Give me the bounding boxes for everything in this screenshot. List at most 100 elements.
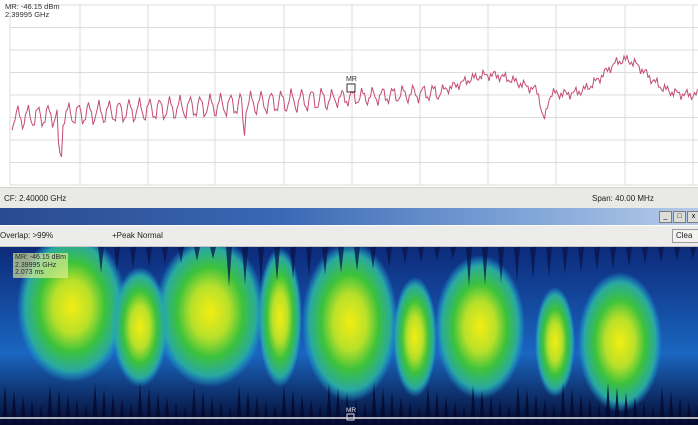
spectrogram-spike bbox=[200, 391, 206, 425]
spectrogram-spike bbox=[578, 393, 584, 425]
spectrogram-spike-top bbox=[386, 247, 392, 267]
spectrogram-spike-top bbox=[658, 247, 664, 263]
spectrogram-marker-box[interactable] bbox=[346, 413, 355, 421]
spectrogram-spike bbox=[236, 385, 242, 425]
spectrogram-plot[interactable]: MR bbox=[0, 247, 698, 425]
spectrogram-spike bbox=[380, 387, 386, 425]
marker-label: MR bbox=[346, 76, 357, 83]
spectrogram-spike bbox=[695, 406, 698, 425]
span-readout[interactable]: Span: 40.00 MHz bbox=[592, 194, 654, 203]
spectrogram-blob bbox=[435, 255, 525, 399]
spectrogram-spike bbox=[452, 401, 458, 425]
spectrogram-spike bbox=[182, 407, 188, 425]
spectrogram-spike-top bbox=[466, 247, 472, 287]
spectrogram-blob bbox=[535, 287, 575, 397]
spectrogram-spike-top bbox=[674, 247, 680, 261]
spectrogram-spike bbox=[92, 383, 98, 425]
spectrogram-spike-top bbox=[642, 247, 648, 265]
spectrogram-spike bbox=[434, 391, 440, 425]
spectrum-trace bbox=[11, 53, 698, 158]
spectrogram-spike bbox=[362, 403, 368, 425]
spectrogram-spike bbox=[191, 386, 197, 425]
spectrogram-spike bbox=[101, 388, 107, 425]
spectrogram-spike bbox=[551, 404, 557, 425]
spectrogram-spike bbox=[155, 392, 161, 425]
spectrogram-spike bbox=[686, 401, 692, 425]
spectrogram-spike bbox=[326, 383, 332, 425]
restore-button[interactable]: □ bbox=[673, 211, 686, 223]
spectrum-plot[interactable]: MR MR: -46.15 dBm 2.39995 GHz bbox=[0, 0, 698, 187]
spectrogram-spike bbox=[38, 405, 44, 425]
spectrogram-spike-top bbox=[354, 247, 360, 271]
spectrogram-bands bbox=[17, 247, 662, 412]
marker-box[interactable] bbox=[346, 83, 356, 93]
spectrogram-spike-top bbox=[610, 247, 616, 269]
window-title-bar[interactable]: _ □ x bbox=[0, 208, 698, 225]
spectrogram-spike-top bbox=[114, 247, 120, 271]
spectrogram-spike bbox=[614, 387, 620, 425]
sg-marker-level: MR: -46.15 dBm bbox=[15, 254, 66, 261]
spectrogram-spike bbox=[650, 407, 656, 425]
spectrum-grid bbox=[9, 4, 698, 186]
sg-marker-time: 2.073 ms bbox=[15, 269, 44, 276]
spectrogram-spike bbox=[668, 391, 674, 425]
spectrogram-marker-readout: MR: -46.15 dBm 2.39995 GHz 2.073 ms bbox=[13, 253, 68, 278]
spectrogram-spike bbox=[83, 404, 89, 425]
spectrogram-spike bbox=[569, 388, 575, 425]
spectrogram-spike bbox=[317, 404, 323, 425]
spectrogram-spike-top bbox=[178, 247, 184, 263]
spectrogram-spike bbox=[407, 402, 413, 425]
spectrogram-spike bbox=[173, 402, 179, 425]
spectrogram-spike bbox=[389, 392, 395, 425]
status-bar: CF: 2.40000 GHz Span: 40.00 MHz bbox=[0, 187, 698, 209]
spectrogram-spike bbox=[47, 384, 53, 425]
spectrogram-spike bbox=[146, 387, 152, 425]
spectrogram-spike bbox=[659, 386, 665, 425]
spectrogram-spike-top bbox=[98, 247, 104, 273]
spectrogram-spike bbox=[272, 405, 278, 425]
spectrogram-spike-top bbox=[322, 247, 328, 275]
spectrogram-spike-top bbox=[626, 247, 632, 267]
spectrogram-spike bbox=[371, 382, 377, 425]
spectrogram-spike bbox=[290, 389, 296, 425]
spectrogram-spike bbox=[461, 406, 467, 425]
spectrogram-spike bbox=[2, 385, 8, 425]
spectrogram-blob bbox=[302, 247, 398, 402]
spectrogram-spike-top bbox=[226, 247, 232, 287]
spectrogram-spike bbox=[470, 385, 476, 425]
spectrogram-spike-top bbox=[274, 247, 280, 281]
spectrogram-spike bbox=[425, 386, 431, 425]
spectrogram-spike bbox=[281, 384, 287, 425]
center-frequency[interactable]: CF: 2.40000 GHz bbox=[4, 194, 67, 203]
spectrogram-spike-top bbox=[306, 247, 312, 277]
spectrogram-toolbar: Overlap: >99% +Peak Normal Clea bbox=[0, 226, 698, 247]
spectrogram-blob bbox=[393, 277, 437, 397]
spectrogram-spike bbox=[11, 390, 17, 425]
spectrogram-spike bbox=[227, 406, 233, 425]
spectrogram-spike bbox=[506, 405, 512, 425]
spectrogram-spike-top bbox=[498, 247, 504, 283]
spectrogram-spike bbox=[245, 390, 251, 425]
spectrogram-spike-top bbox=[290, 247, 296, 279]
spectrogram-spike bbox=[623, 392, 629, 425]
spectrum-graph[interactable]: MR bbox=[0, 0, 698, 187]
spectrogram-spike bbox=[560, 383, 566, 425]
spectrogram-spikes bbox=[2, 247, 698, 425]
spectrogram-spike-top bbox=[530, 247, 536, 279]
close-button[interactable]: x bbox=[687, 211, 698, 223]
clear-button[interactable]: Clea bbox=[672, 229, 698, 243]
spectrogram-spike-top bbox=[242, 247, 248, 285]
spectrogram-spike-top bbox=[562, 247, 568, 275]
minimize-button[interactable]: _ bbox=[659, 211, 672, 223]
spectrogram-spike-top bbox=[370, 247, 376, 269]
spectrogram-spike-top bbox=[402, 247, 408, 265]
spectrogram-spike bbox=[218, 401, 224, 425]
spectrogram-spike-top bbox=[146, 247, 152, 267]
spectrogram-spike-top bbox=[546, 247, 552, 277]
spectrogram-spike bbox=[344, 393, 350, 425]
spectrogram-spike bbox=[335, 388, 341, 425]
trace-mode[interactable]: +Peak Normal bbox=[112, 231, 163, 240]
spectrogram-blob bbox=[578, 272, 662, 412]
spectrogram-spike bbox=[605, 382, 611, 425]
spectrogram-marker-label: MR bbox=[346, 407, 356, 414]
